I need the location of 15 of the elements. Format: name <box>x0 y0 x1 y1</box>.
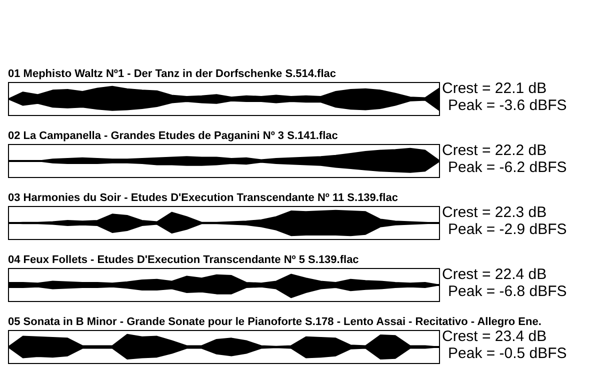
text: Peak = -6.2 dBFS <box>447 159 567 176</box>
text: Crest = 22.1 dB <box>442 80 548 97</box>
chart-title: 01 Mephisto Waltz Nº1 - Der Tanz in der Dorfschenke S.514.flac <box>8 68 336 80</box>
chart-title: 04 Feux Follets - Etudes D'Execution Transcendante Nº 5 S.139.flac <box>8 254 359 266</box>
chart-title: 05 Sonata in B Minor - Grande Sonate pour le Pianoforte S.178 - Lento Assai - Recitativo - Allegro Ene. <box>8 315 542 330</box>
text: Peak = -3.6 dBFS <box>447 97 567 114</box>
text: Crest = 22.4 dB <box>442 266 548 283</box>
text: Crest = 22.2 dB <box>442 142 548 159</box>
text: Crest = 23.4 dB <box>442 328 548 345</box>
chart-title: 02 La Campanella - Grandes Etudes de Paganini Nº 3 S.141.flac <box>8 130 338 142</box>
text: Crest = 22.3 dB <box>442 204 548 221</box>
chart-title: 03 Harmonies du Soir - Etudes D'Execution Transcendante Nº 11 S.139.flac <box>8 192 398 204</box>
text: Peak = -2.9 dBFS <box>447 221 567 238</box>
text: Peak = -0.5 dBFS <box>447 345 567 362</box>
text: Peak = -6.8 dBFS <box>447 283 567 300</box>
